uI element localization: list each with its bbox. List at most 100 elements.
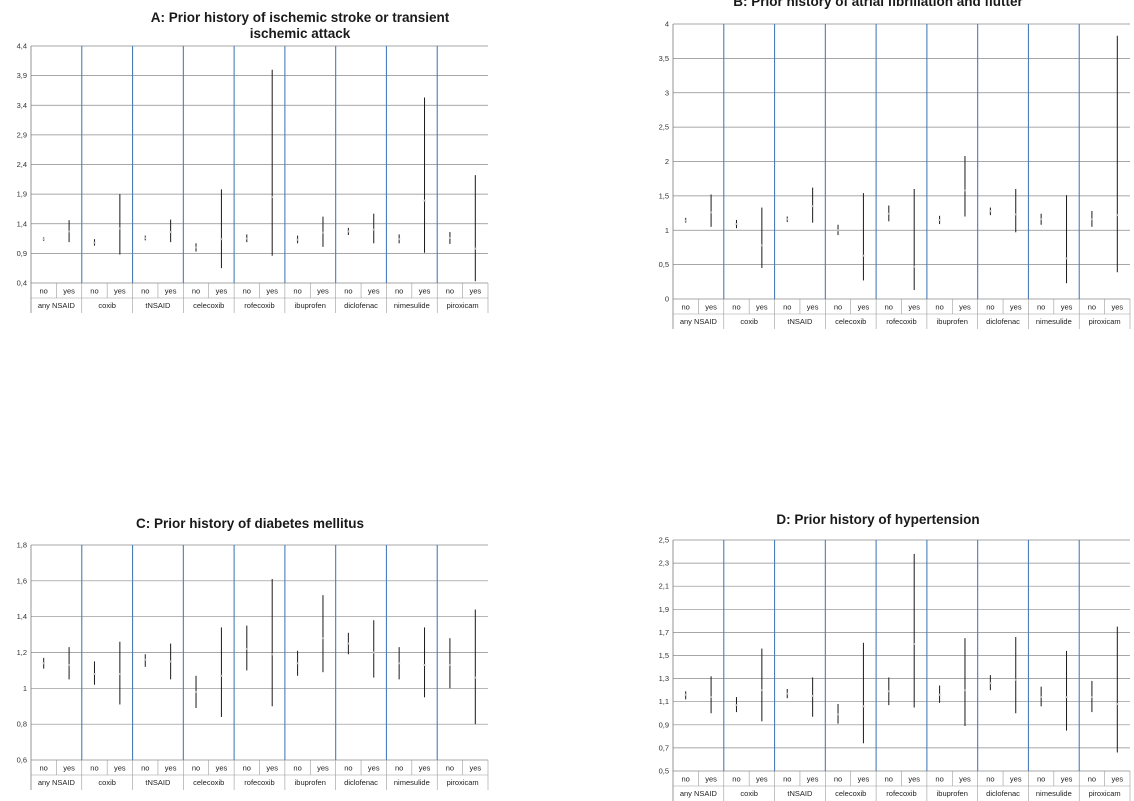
point-estimate [938,693,941,696]
x-category-label: celecoxib [835,317,866,326]
point-estimate [245,647,248,650]
chart-title: A: Prior history of ischemic stroke or t… [150,10,450,41]
point-estimate [169,231,172,234]
x-category-label: tNSAID [787,317,813,326]
point-estimate [93,673,96,675]
point-estimate [786,692,789,695]
point-estimate [144,658,147,661]
point-estimate [760,689,763,692]
x-category-label: piroxicam [447,301,479,310]
x-sub-label: no [885,775,893,784]
x-sub-label: no [732,775,740,784]
point-estimate [989,210,992,212]
x-sub-label: no [783,775,791,784]
y-tick-label: 0,6 [17,756,27,765]
x-sub-label: no [732,303,740,312]
x-sub-label: no [344,764,352,773]
point-estimate [1014,678,1017,681]
point-estimate [1090,696,1093,699]
x-category-label: ibuprofen [295,301,326,310]
y-tick-label: 0,4 [17,279,27,288]
point-estimate [169,660,172,663]
point-estimate [837,229,840,232]
x-sub-label: yes [419,287,431,296]
point-estimate [68,230,71,233]
chart-panel-d: D: Prior history of hypertension 0,5 0,7 0… [622,508,1134,801]
x-sub-label: no [1037,775,1045,784]
point-estimate [862,254,865,257]
y-tick-label: 3,5 [659,54,669,63]
point-estimate [372,651,375,654]
x-sub-label: no [40,287,48,296]
x-sub-label: no [885,303,893,312]
x-sub-label: no [783,303,791,312]
point-estimate [220,674,223,677]
x-sub-label: yes [908,303,920,312]
x-sub-label: yes [858,303,870,312]
x-category-label: nimesulide [1036,789,1072,798]
x-sub-label: no [40,764,48,773]
x-sub-label: yes [419,764,431,773]
x-sub-label: no [293,287,301,296]
x-sub-label: yes [705,303,717,312]
y-tick-label: 2,9 [17,130,27,139]
y-tick-label: 2,4 [17,160,27,169]
x-category-label: any NSAID [680,317,718,326]
y-tick-label: 0,7 [659,743,669,752]
y-tick-label: 2 [665,157,669,166]
x-sub-label: no [192,764,200,773]
y-tick-label: 0,9 [17,249,27,258]
point-estimate [474,247,477,250]
x-category-label: any NSAID [38,778,76,787]
y-tick-label: 1,4 [17,612,27,621]
x-sub-label: no [682,303,690,312]
x-sub-label: no [446,764,454,773]
x-sub-label: yes [114,764,126,773]
x-sub-label: yes [165,287,177,296]
point-estimate [1116,214,1119,217]
point-estimate [42,238,45,241]
x-sub-label: no [1088,775,1096,784]
point-estimate [786,218,789,221]
chart-plot: 0 0,5 1 1,5 2 2,5 3 3,5 4 no yes any NSAID no yes coxi… [659,20,1131,329]
y-tick-label: 1,2 [17,648,27,657]
point-estimate [837,713,840,716]
x-category-label: diclofenac [986,789,1020,798]
x-sub-label: yes [756,775,768,784]
y-tick-label: 1 [23,684,27,693]
x-category-label: coxib [98,778,116,787]
x-sub-label: no [395,764,403,773]
x-category-label: rofecoxib [886,789,916,798]
x-category-label: any NSAID [680,789,718,798]
x-category-label: any NSAID [38,301,76,310]
y-tick-label: 0,8 [17,720,27,729]
x-category-label: nimesulide [1036,317,1072,326]
x-category-label: rofecoxib [886,317,916,326]
x-category-label: tNSAID [145,301,171,310]
point-estimate [296,662,299,665]
x-sub-label: yes [807,303,819,312]
point-estimate [398,662,401,665]
x-sub-label: yes [1010,775,1022,784]
x-category-label: piroxicam [447,778,479,787]
y-tick-label: 1,3 [659,674,669,683]
x-category-label: coxib [740,789,758,798]
y-tick-label: 2,3 [659,559,669,568]
y-tick-label: 1,8 [17,541,27,550]
y-tick-label: 0,5 [659,767,669,776]
x-sub-label: yes [959,775,971,784]
x-sub-label: no [344,287,352,296]
x-sub-label: yes [908,775,920,784]
chart-panel-a: A: Prior history of ischemic stroke or t… [0,8,500,320]
point-estimate [118,673,121,675]
y-tick-label: 0,5 [659,260,669,269]
point-estimate [760,244,763,247]
point-estimate [811,205,814,208]
chart-title: C: Prior history of diabetes mellitus [135,516,365,531]
point-estimate [684,219,687,222]
y-tick-label: 1,6 [17,576,27,585]
point-estimate [118,227,121,230]
x-sub-label: no [243,764,251,773]
point-estimate [913,265,916,268]
point-estimate [271,196,274,199]
